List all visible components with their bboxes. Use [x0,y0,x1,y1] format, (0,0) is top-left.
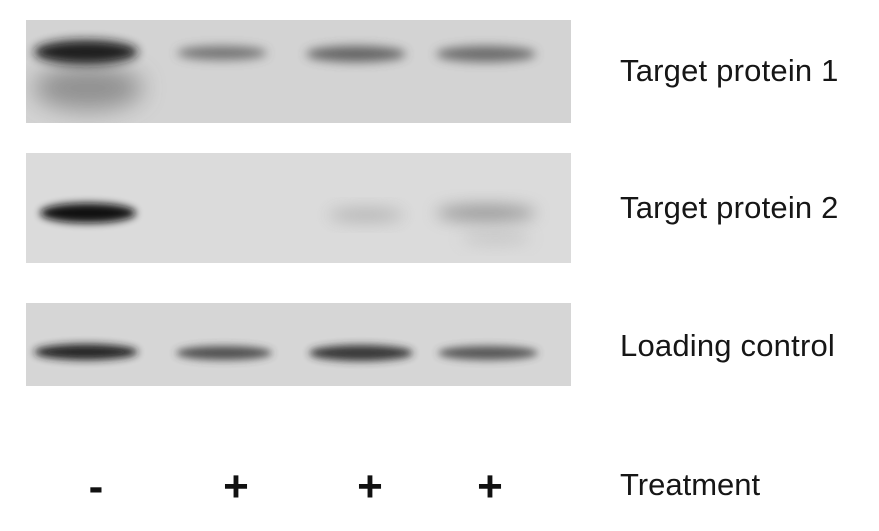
lane-1-band [40,203,136,223]
lane-1-smear [33,66,143,110]
blot-image-target-protein-2 [26,153,571,263]
blot-image-loading-control [26,303,571,386]
lane-2-band [176,346,272,360]
lane-1-band [34,40,138,64]
lane-1-band [34,344,138,360]
lane-3-band [328,209,404,221]
blot-target-protein-1 [26,20,571,123]
blot-loading-control [26,303,571,386]
blot-target-protein-2 [26,153,571,263]
lane-2-treatment-sign: + [206,462,266,512]
lane-3-band [309,345,413,361]
label-loading-control: Loading control [620,328,835,364]
lane-4-treatment-sign: + [460,462,520,512]
label-target-protein-2: Target protein 2 [620,190,839,226]
lane-3-treatment-sign: + [340,462,400,512]
lane-4-band [436,205,536,221]
lane-1-treatment-sign: - [66,462,126,512]
lane-4-smear [461,232,531,244]
label-target-protein-1: Target protein 1 [620,53,839,89]
treatment-label: Treatment [620,467,760,503]
lane-3-band [306,46,406,62]
lane-4-band [438,346,538,360]
blot-image-target-protein-1 [26,20,571,123]
lane-2-band [177,46,267,60]
lane-4-band [436,46,536,62]
blot-background [26,303,571,386]
